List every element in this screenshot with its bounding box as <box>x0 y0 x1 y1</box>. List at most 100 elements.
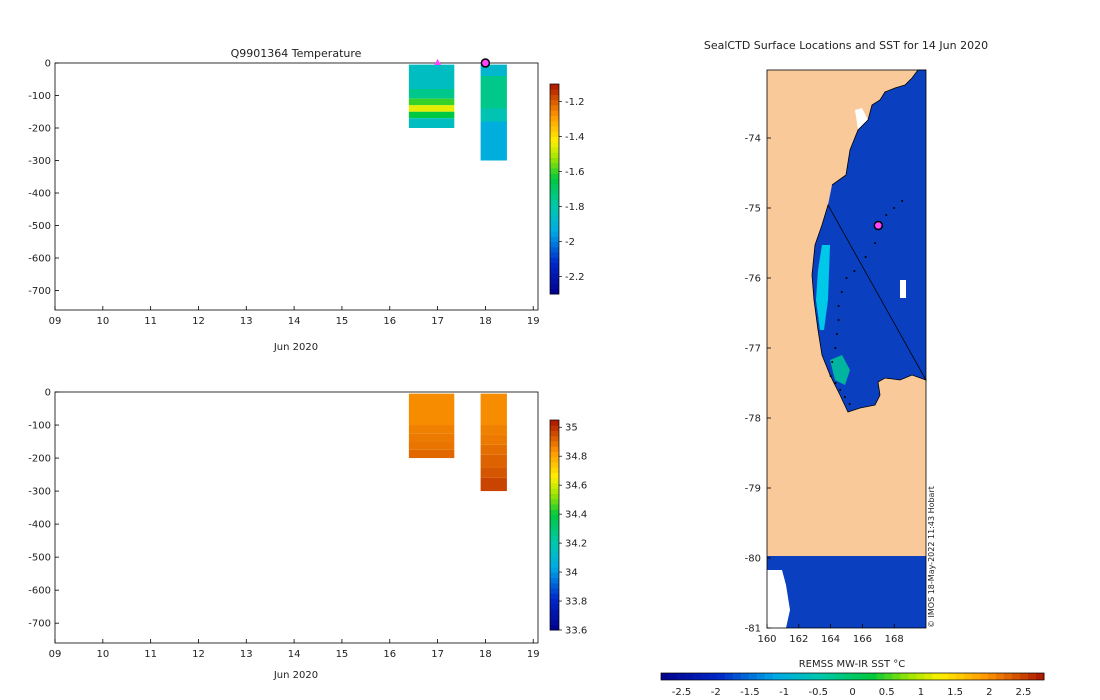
colorbar-tick-label: -1.6 <box>565 167 585 178</box>
colorbar-segment <box>550 215 559 221</box>
colorbar-segment <box>550 267 559 274</box>
map-ocean-south <box>767 556 926 628</box>
colorbar-tick-label: -1.4 <box>565 132 585 143</box>
sst-colorbar-segment <box>1004 673 1013 680</box>
lon-tick-label: 160 <box>757 634 776 645</box>
lat-tick-label: -79 <box>745 484 761 495</box>
lat-tick-label: -74 <box>745 134 761 145</box>
sst-colorbar-segment <box>764 673 774 680</box>
x-tick-label: 16 <box>383 649 396 660</box>
colorbar-tick-label: -1.2 <box>565 97 585 108</box>
y-tick-label: -700 <box>28 619 51 630</box>
colorbar-tick-label: 34.2 <box>565 539 587 550</box>
temperature-cell <box>480 108 507 122</box>
colorbar-tick-label: 34 <box>565 568 578 579</box>
colorbar-segment <box>550 572 559 578</box>
colorbar-segment <box>550 551 559 557</box>
colorbar-segment <box>550 178 559 185</box>
colorbar-segment <box>550 231 559 237</box>
colorbar-segment <box>550 157 559 164</box>
colorbar-segment <box>550 105 559 111</box>
x-tick-label: 11 <box>144 316 157 327</box>
colorbar-segment <box>550 451 559 458</box>
temperature-title: Q9901364 Temperature <box>231 47 362 60</box>
sst-colorbar-segment <box>988 673 997 680</box>
lon-tick-label: 164 <box>821 634 840 645</box>
temperature-cell <box>408 98 455 106</box>
sst-colorbar-segment <box>692 673 702 680</box>
sst-colorbar-segment <box>852 673 861 680</box>
sst-colorbar-tick-label: 2.5 <box>1016 687 1032 698</box>
sst-colorbar-label: REMSS MW-IR SST °C <box>799 659 906 670</box>
lat-tick-label: -78 <box>745 414 761 425</box>
salinity-cell <box>480 444 507 455</box>
track-point <box>837 305 840 307</box>
sst-colorbar-tick-label: 0.5 <box>879 687 895 698</box>
sst-map-panel: SealCTD Surface Locations and SST for 14… <box>660 39 1045 698</box>
x-tick-label: 17 <box>431 649 444 660</box>
sst-colorbar-segment <box>684 673 694 680</box>
sst-colorbar-frame <box>660 672 1045 681</box>
colorbar-segment <box>550 588 559 594</box>
x-tick-label: 19 <box>527 649 540 660</box>
profile-marker-triangle <box>434 59 442 65</box>
temperature-y-ticks: 0 -100 -200 -300 -400 -500 -600 -700 <box>28 59 59 297</box>
map-lon-ticks: 160 162 164 166 168 <box>757 624 904 645</box>
sst-colorbar-segment <box>884 673 893 680</box>
track-point <box>840 291 843 293</box>
colorbar-segment <box>550 493 559 500</box>
salinity-profiles <box>408 393 507 492</box>
map-ice-south <box>767 570 790 628</box>
sst-colorbar-segment <box>1036 673 1045 680</box>
sst-colorbar-segment <box>1020 673 1029 680</box>
y-tick-label: 0 <box>45 388 51 399</box>
colorbar-segment <box>550 126 559 132</box>
x-tick-label: 09 <box>49 316 62 327</box>
x-tick-label: 09 <box>49 649 62 660</box>
salinity-x-ticks: 09 10 11 12 13 14 15 16 17 18 19 <box>49 639 540 660</box>
y-tick-label: -200 <box>28 454 51 465</box>
sst-colorbar-segment <box>740 673 750 680</box>
sst-colorbar-segment <box>892 673 901 680</box>
map-title: SealCTD Surface Locations and SST for 14… <box>704 39 988 52</box>
colorbar-segment <box>550 519 559 526</box>
lat-tick-label: -75 <box>745 204 761 215</box>
sst-colorbar-segment <box>948 673 957 680</box>
colorbar-segment <box>550 283 559 290</box>
sst-colorbar-segment <box>972 673 981 680</box>
track-point <box>843 396 846 398</box>
sst-colorbar-segment <box>932 673 941 680</box>
colorbar-segment <box>550 94 559 101</box>
track-point <box>874 242 877 244</box>
map-coastline <box>811 69 927 413</box>
colorbar-tick-label: -2.2 <box>565 272 585 283</box>
lon-tick-label: 162 <box>789 634 808 645</box>
map-ocean-ross-sea <box>812 70 926 412</box>
imos-stamp: © IMOS 18-May-2022 11:43 Hobart <box>927 486 936 628</box>
y-tick-label: -100 <box>28 91 51 102</box>
x-tick-label: 18 <box>479 649 492 660</box>
colorbar-tick-label: 34.4 <box>565 510 587 521</box>
sst-colorbar-segment <box>796 673 806 680</box>
x-tick-label: 15 <box>336 316 349 327</box>
sst-colorbar-segment <box>836 673 846 680</box>
colorbar-segment <box>550 567 559 573</box>
track-point <box>901 200 904 202</box>
colorbar-frame <box>549 419 560 631</box>
x-tick-label: 10 <box>96 316 109 327</box>
colorbar-segment <box>550 546 559 552</box>
track-point <box>893 207 896 209</box>
sst-colorbar-segment <box>876 673 885 680</box>
track-point <box>864 256 867 258</box>
colorbar-segment <box>550 173 559 179</box>
sst-colorbar-segment <box>828 673 838 680</box>
sst-colorbar-tick-label: -1.5 <box>740 687 760 698</box>
colorbar-segment <box>550 162 559 169</box>
temperature-markers <box>434 58 491 68</box>
x-tick-label: 18 <box>479 316 492 327</box>
y-tick-label: -700 <box>28 286 51 297</box>
colorbar-segment <box>550 252 559 258</box>
sst-colorbar-segment <box>780 673 790 680</box>
sst-colorbar-segment <box>844 673 853 680</box>
temperature-axes-box <box>54 62 539 311</box>
